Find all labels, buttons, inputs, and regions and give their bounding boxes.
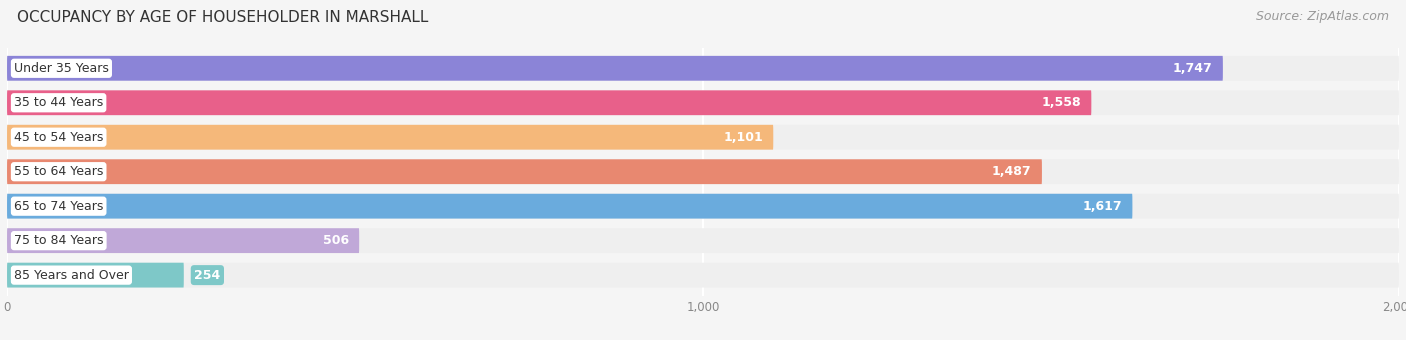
Text: 75 to 84 Years: 75 to 84 Years xyxy=(14,234,104,247)
Text: 1,747: 1,747 xyxy=(1173,62,1212,75)
FancyBboxPatch shape xyxy=(7,263,1399,288)
Text: 55 to 64 Years: 55 to 64 Years xyxy=(14,165,104,178)
FancyBboxPatch shape xyxy=(7,159,1399,184)
Text: 65 to 74 Years: 65 to 74 Years xyxy=(14,200,104,213)
FancyBboxPatch shape xyxy=(7,194,1132,219)
FancyBboxPatch shape xyxy=(7,125,1399,150)
FancyBboxPatch shape xyxy=(7,228,359,253)
FancyBboxPatch shape xyxy=(7,228,1399,253)
Text: 1,617: 1,617 xyxy=(1083,200,1122,213)
FancyBboxPatch shape xyxy=(7,56,1223,81)
Text: 506: 506 xyxy=(322,234,349,247)
FancyBboxPatch shape xyxy=(7,159,1042,184)
Text: 35 to 44 Years: 35 to 44 Years xyxy=(14,96,103,109)
Text: 1,101: 1,101 xyxy=(723,131,763,144)
FancyBboxPatch shape xyxy=(7,56,1399,81)
Text: 45 to 54 Years: 45 to 54 Years xyxy=(14,131,104,144)
Text: Source: ZipAtlas.com: Source: ZipAtlas.com xyxy=(1256,10,1389,23)
Text: 1,558: 1,558 xyxy=(1042,96,1081,109)
FancyBboxPatch shape xyxy=(7,263,184,288)
Text: 254: 254 xyxy=(194,269,221,282)
Text: 85 Years and Over: 85 Years and Over xyxy=(14,269,129,282)
FancyBboxPatch shape xyxy=(7,90,1399,115)
FancyBboxPatch shape xyxy=(7,125,773,150)
FancyBboxPatch shape xyxy=(7,194,1399,219)
Text: Under 35 Years: Under 35 Years xyxy=(14,62,108,75)
FancyBboxPatch shape xyxy=(7,90,1091,115)
Text: 1,487: 1,487 xyxy=(991,165,1032,178)
Text: OCCUPANCY BY AGE OF HOUSEHOLDER IN MARSHALL: OCCUPANCY BY AGE OF HOUSEHOLDER IN MARSH… xyxy=(17,10,429,25)
